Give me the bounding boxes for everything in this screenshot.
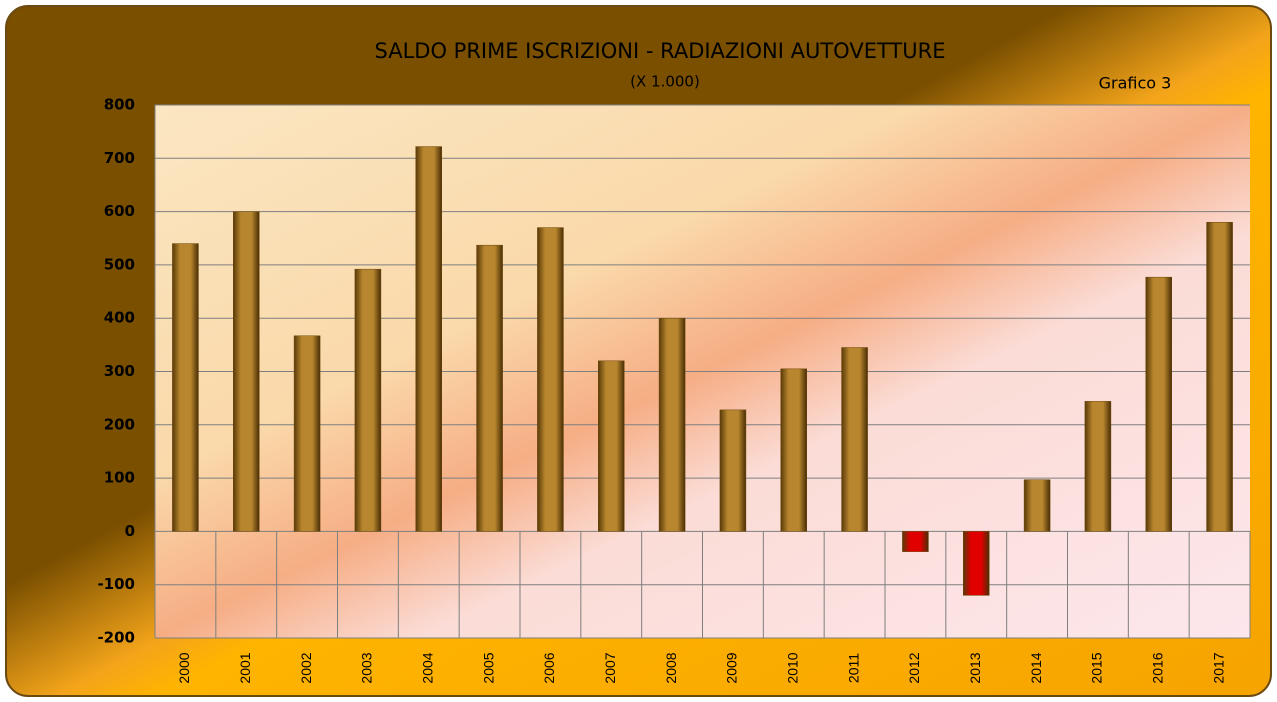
x-tick-label: 2002 [298, 652, 314, 683]
bar [658, 317, 686, 532]
x-tick-label: 2003 [359, 652, 375, 683]
bar [963, 531, 990, 596]
y-tick-label: 700 [104, 149, 135, 167]
bar [1023, 479, 1051, 532]
x-tick-label: 2008 [663, 652, 679, 683]
bar [1084, 401, 1112, 532]
bar [354, 268, 382, 532]
y-tick-label: 300 [104, 362, 135, 380]
bar [233, 211, 260, 532]
y-tick-label: 400 [104, 309, 135, 327]
x-tick-label: 2012 [906, 652, 922, 683]
bar [415, 146, 442, 532]
x-tick-label: 2000 [176, 652, 192, 683]
bar [719, 409, 747, 532]
bar [902, 531, 929, 552]
x-tick-label: 2005 [480, 652, 496, 683]
y-tick-label: -100 [97, 575, 135, 593]
x-tick-label: 2001 [237, 652, 253, 683]
bar [841, 347, 868, 532]
x-tick-label: 2007 [602, 652, 618, 683]
bar [1206, 222, 1233, 532]
chart-title: SALDO PRIME ISCRIZIONI - RADIAZIONI AUTO… [375, 39, 946, 63]
bar [476, 244, 503, 532]
y-tick-label: 200 [104, 415, 135, 433]
y-tick-label: 800 [104, 96, 135, 114]
chart-subtitle: (X 1.000) [630, 73, 700, 91]
x-tick-label: 2011 [845, 653, 861, 683]
x-tick-label: 2016 [1149, 652, 1165, 683]
x-tick-label: 2006 [541, 652, 557, 683]
x-tick-label: 2009 [724, 652, 740, 683]
y-tick-label: 600 [104, 202, 135, 220]
x-tick-label: 2014 [1028, 652, 1044, 683]
x-tick-label: 2017 [1210, 652, 1226, 683]
bar [172, 243, 199, 532]
bar [780, 368, 807, 532]
x-tick-label: 2010 [784, 652, 800, 683]
x-tick-label: 2004 [419, 652, 435, 683]
x-tick-label: 2013 [967, 652, 983, 683]
y-tick-label: 0 [125, 522, 135, 540]
bar [1145, 276, 1172, 532]
y-tick-label: 500 [104, 255, 135, 273]
bar [293, 335, 321, 532]
x-tick-label: 2015 [1089, 652, 1105, 683]
y-tick-label: -200 [97, 629, 135, 647]
y-tick-label: 100 [104, 469, 135, 487]
bar [537, 227, 564, 532]
annotation: Grafico 3 [1099, 74, 1172, 93]
bar [598, 360, 625, 532]
